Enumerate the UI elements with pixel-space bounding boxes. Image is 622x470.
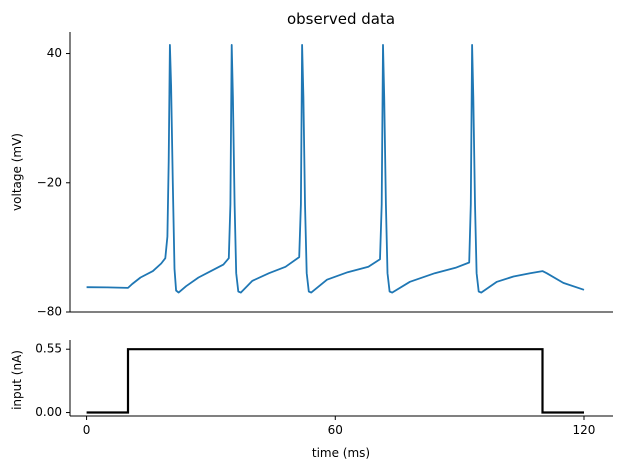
- voltage-trace-line: [86, 44, 585, 294]
- time-x-ticks: 0 60 120: [83, 416, 596, 437]
- time-x-tick-label-0: 0: [83, 423, 91, 437]
- input-y-axis-label: input (nA): [10, 350, 24, 410]
- input-y-tick-label-055: 0.55: [35, 342, 62, 356]
- voltage-y-axis-label: voltage (mV): [10, 133, 24, 211]
- input-y-tick-label-000: 0.00: [35, 405, 62, 419]
- voltage-panel: observed data 40 −20 −80 voltage (mV): [10, 10, 613, 319]
- time-x-tick-label-60: 60: [328, 423, 343, 437]
- input-y-ticks: 0.55 0.00: [35, 342, 70, 419]
- voltage-y-ticks: 40 −20 −80: [37, 46, 70, 319]
- chart-title: observed data: [287, 10, 395, 28]
- voltage-y-tick-label-minus80: −80: [37, 305, 62, 319]
- input-panel: 0.55 0.00 0 60 120 time (ms) input (nA): [10, 340, 613, 460]
- input-current-line: [86, 348, 584, 414]
- time-x-axis-label: time (ms): [312, 446, 370, 460]
- time-x-tick-label-120: 120: [573, 423, 596, 437]
- voltage-y-tick-label-40: 40: [47, 46, 62, 60]
- voltage-y-tick-label-minus20: −20: [37, 175, 62, 189]
